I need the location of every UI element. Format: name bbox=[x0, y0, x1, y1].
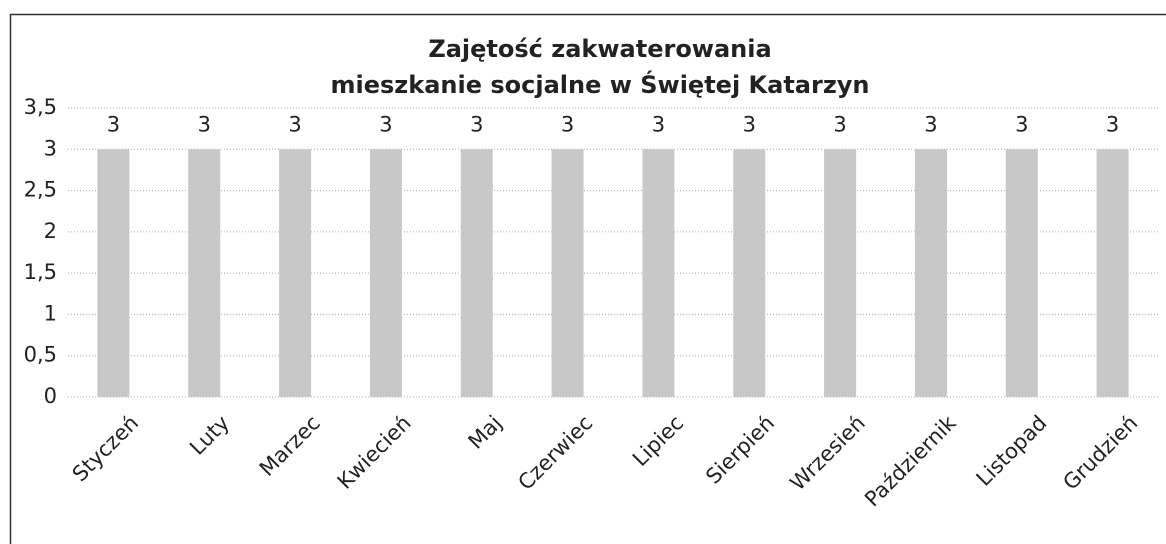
x-tick-label: Maj bbox=[464, 411, 507, 454]
data-label: 3 bbox=[470, 112, 483, 136]
data-label: 3 bbox=[1106, 112, 1119, 136]
x-tick-label: Sierpień bbox=[701, 411, 779, 489]
x-tick-label: Wrzesień bbox=[785, 411, 869, 495]
x-tick-label: Luty bbox=[185, 411, 234, 460]
bar bbox=[1005, 149, 1038, 397]
bar bbox=[1096, 149, 1129, 397]
data-label: 3 bbox=[198, 112, 211, 136]
data-label: 3 bbox=[1015, 112, 1028, 136]
y-tick-label: 1,5 bbox=[24, 260, 57, 284]
y-tick-label: 2 bbox=[44, 219, 57, 243]
y-tick-label: 3,5 bbox=[24, 95, 57, 119]
data-label: 3 bbox=[743, 112, 756, 136]
data-label: 3 bbox=[288, 112, 301, 136]
chart-border bbox=[9, 13, 1166, 544]
bar bbox=[460, 149, 493, 397]
data-label: 3 bbox=[561, 112, 574, 136]
x-tick-label: Październik bbox=[860, 410, 961, 511]
chart-title: mieszkanie socjalne w Świętej Katarzyn bbox=[330, 69, 869, 99]
y-tick-label: 1 bbox=[44, 301, 57, 325]
data-label: 3 bbox=[924, 112, 937, 136]
bar bbox=[188, 149, 221, 397]
y-tick-label: 0 bbox=[44, 384, 57, 408]
data-label: 3 bbox=[833, 112, 846, 136]
x-tick-label: Listopad bbox=[972, 411, 1052, 491]
bar bbox=[279, 149, 312, 397]
x-tick-label: Czerwiec bbox=[513, 411, 597, 495]
x-tick-label: Kwiecień bbox=[333, 411, 416, 494]
y-tick-label: 0,5 bbox=[24, 343, 57, 367]
bar bbox=[551, 149, 584, 397]
chart-title: Zajętość zakwaterowania bbox=[428, 35, 771, 63]
bar bbox=[824, 149, 857, 397]
x-tick-label: Grudzień bbox=[1058, 411, 1142, 495]
bar bbox=[97, 149, 130, 397]
x-tick-label: Marzec bbox=[255, 411, 325, 481]
data-label: 3 bbox=[107, 112, 120, 136]
bar bbox=[369, 149, 402, 397]
data-label: 3 bbox=[379, 112, 392, 136]
bar bbox=[642, 149, 675, 397]
bar bbox=[733, 149, 766, 397]
y-tick-label: 2,5 bbox=[24, 178, 57, 202]
data-label: 3 bbox=[652, 112, 665, 136]
x-tick-label: Lipiec bbox=[628, 411, 688, 471]
x-tick-label: Styczeń bbox=[68, 411, 144, 487]
bar bbox=[914, 149, 947, 397]
y-tick-label: 3 bbox=[44, 136, 57, 160]
